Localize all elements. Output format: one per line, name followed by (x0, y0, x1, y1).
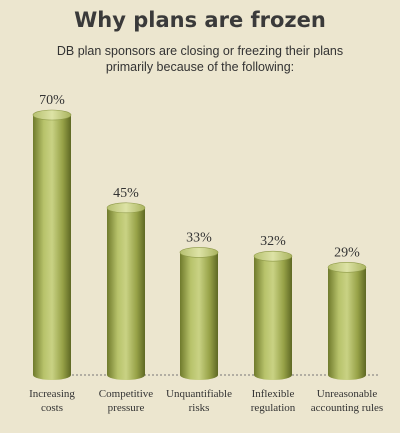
bar (253, 250, 293, 380)
category-label: Unreasonable (317, 388, 378, 400)
bar-body (107, 207, 145, 380)
bar-body (33, 115, 71, 380)
bar-body (254, 256, 292, 380)
bar-body (328, 267, 366, 380)
bar-top (179, 247, 219, 258)
category-label: Inflexible (252, 388, 295, 400)
category-label: pressure (108, 402, 145, 414)
category-label: Competitive (99, 388, 154, 400)
bar (327, 261, 367, 380)
category-label: risks (189, 402, 210, 414)
chart-subtitle: DB plan sponsors are closing or freezing… (56, 44, 344, 74)
bar (32, 109, 72, 380)
bar-top (106, 202, 146, 214)
category-label: accounting rules (311, 402, 383, 414)
data-label: 33% (186, 230, 212, 245)
data-label: 45% (113, 186, 139, 201)
data-label: 70% (39, 93, 65, 108)
bar (106, 202, 146, 380)
bar-top (253, 250, 293, 262)
chart-title: Why plans are frozen (74, 8, 326, 32)
data-label: 29% (334, 245, 360, 260)
category-label: Increasing (29, 388, 75, 400)
category-label: regulation (251, 402, 296, 414)
category-label: Unquantifiable (166, 388, 232, 400)
bar-body (180, 252, 218, 380)
bar-top (32, 109, 72, 121)
bar (179, 247, 219, 380)
bar-top (327, 261, 367, 273)
data-label: 32% (260, 234, 286, 249)
category-label: costs (41, 402, 63, 414)
